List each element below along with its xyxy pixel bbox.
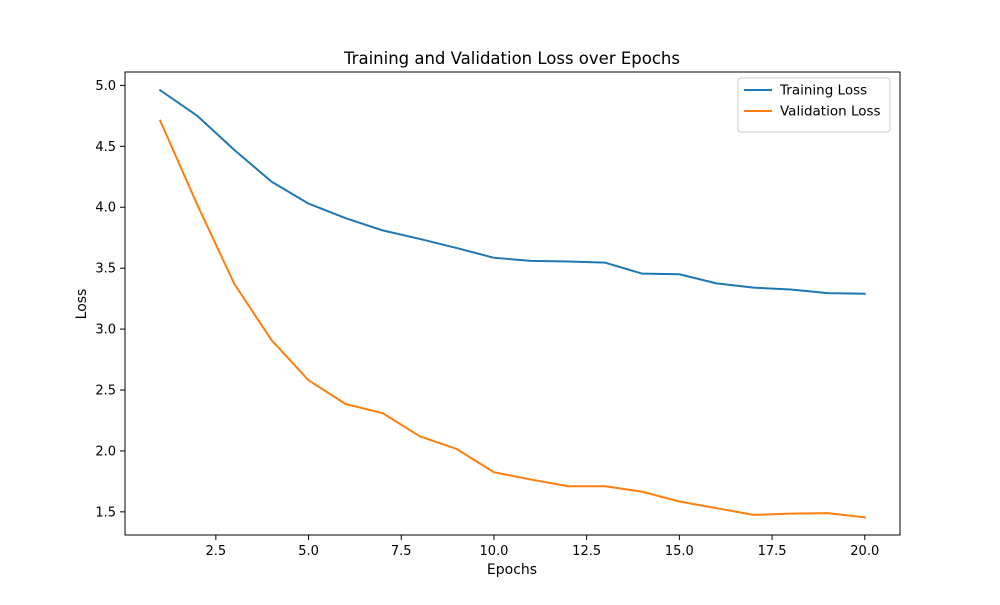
y-tick-label: 3.5: [95, 262, 116, 277]
y-tick-label: 2.0: [95, 444, 116, 459]
y-tick-label: 1.5: [95, 505, 116, 520]
y-axis-ticks: 1.5 2.0 2.5 3.0 3.5 4.0 4.5 5.0: [95, 79, 125, 520]
legend-label: Training Loss: [779, 83, 867, 99]
x-tick-label: 7.5: [391, 544, 412, 559]
y-tick-label: 5.0: [95, 79, 116, 94]
plot-frame: [124, 71, 901, 536]
y-tick-label: 4.0: [95, 201, 116, 216]
legend-label: Validation Loss: [780, 104, 881, 120]
legend-box: [737, 77, 891, 133]
x-tick-label: 5.0: [298, 544, 319, 559]
x-axis-label: Epochs: [487, 562, 537, 578]
x-tick-label: 15.0: [665, 544, 694, 559]
y-tick-label: 2.5: [95, 384, 116, 399]
x-axis-ticks: 2.5 5.0 7.5 10.0 12.5 15.0 17.5 20.0: [206, 535, 879, 559]
x-tick-label: 10.0: [479, 544, 508, 559]
x-tick-label: 20.0: [850, 544, 879, 559]
validation-loss-line: [158, 119, 866, 519]
x-tick-label: 2.5: [206, 544, 227, 559]
chart-title: Training and Validation Loss over Epochs: [343, 49, 680, 68]
legend: Training Loss Validation Loss: [737, 77, 891, 133]
series-layer: [158, 88, 866, 519]
y-axis-label: Loss: [74, 289, 90, 320]
y-tick-label: 3.0: [95, 323, 116, 338]
y-tick-label: 4.5: [95, 140, 116, 155]
training-loss-line: [158, 88, 866, 295]
x-tick-label: 17.5: [758, 544, 787, 559]
x-tick-label: 12.5: [572, 544, 601, 559]
